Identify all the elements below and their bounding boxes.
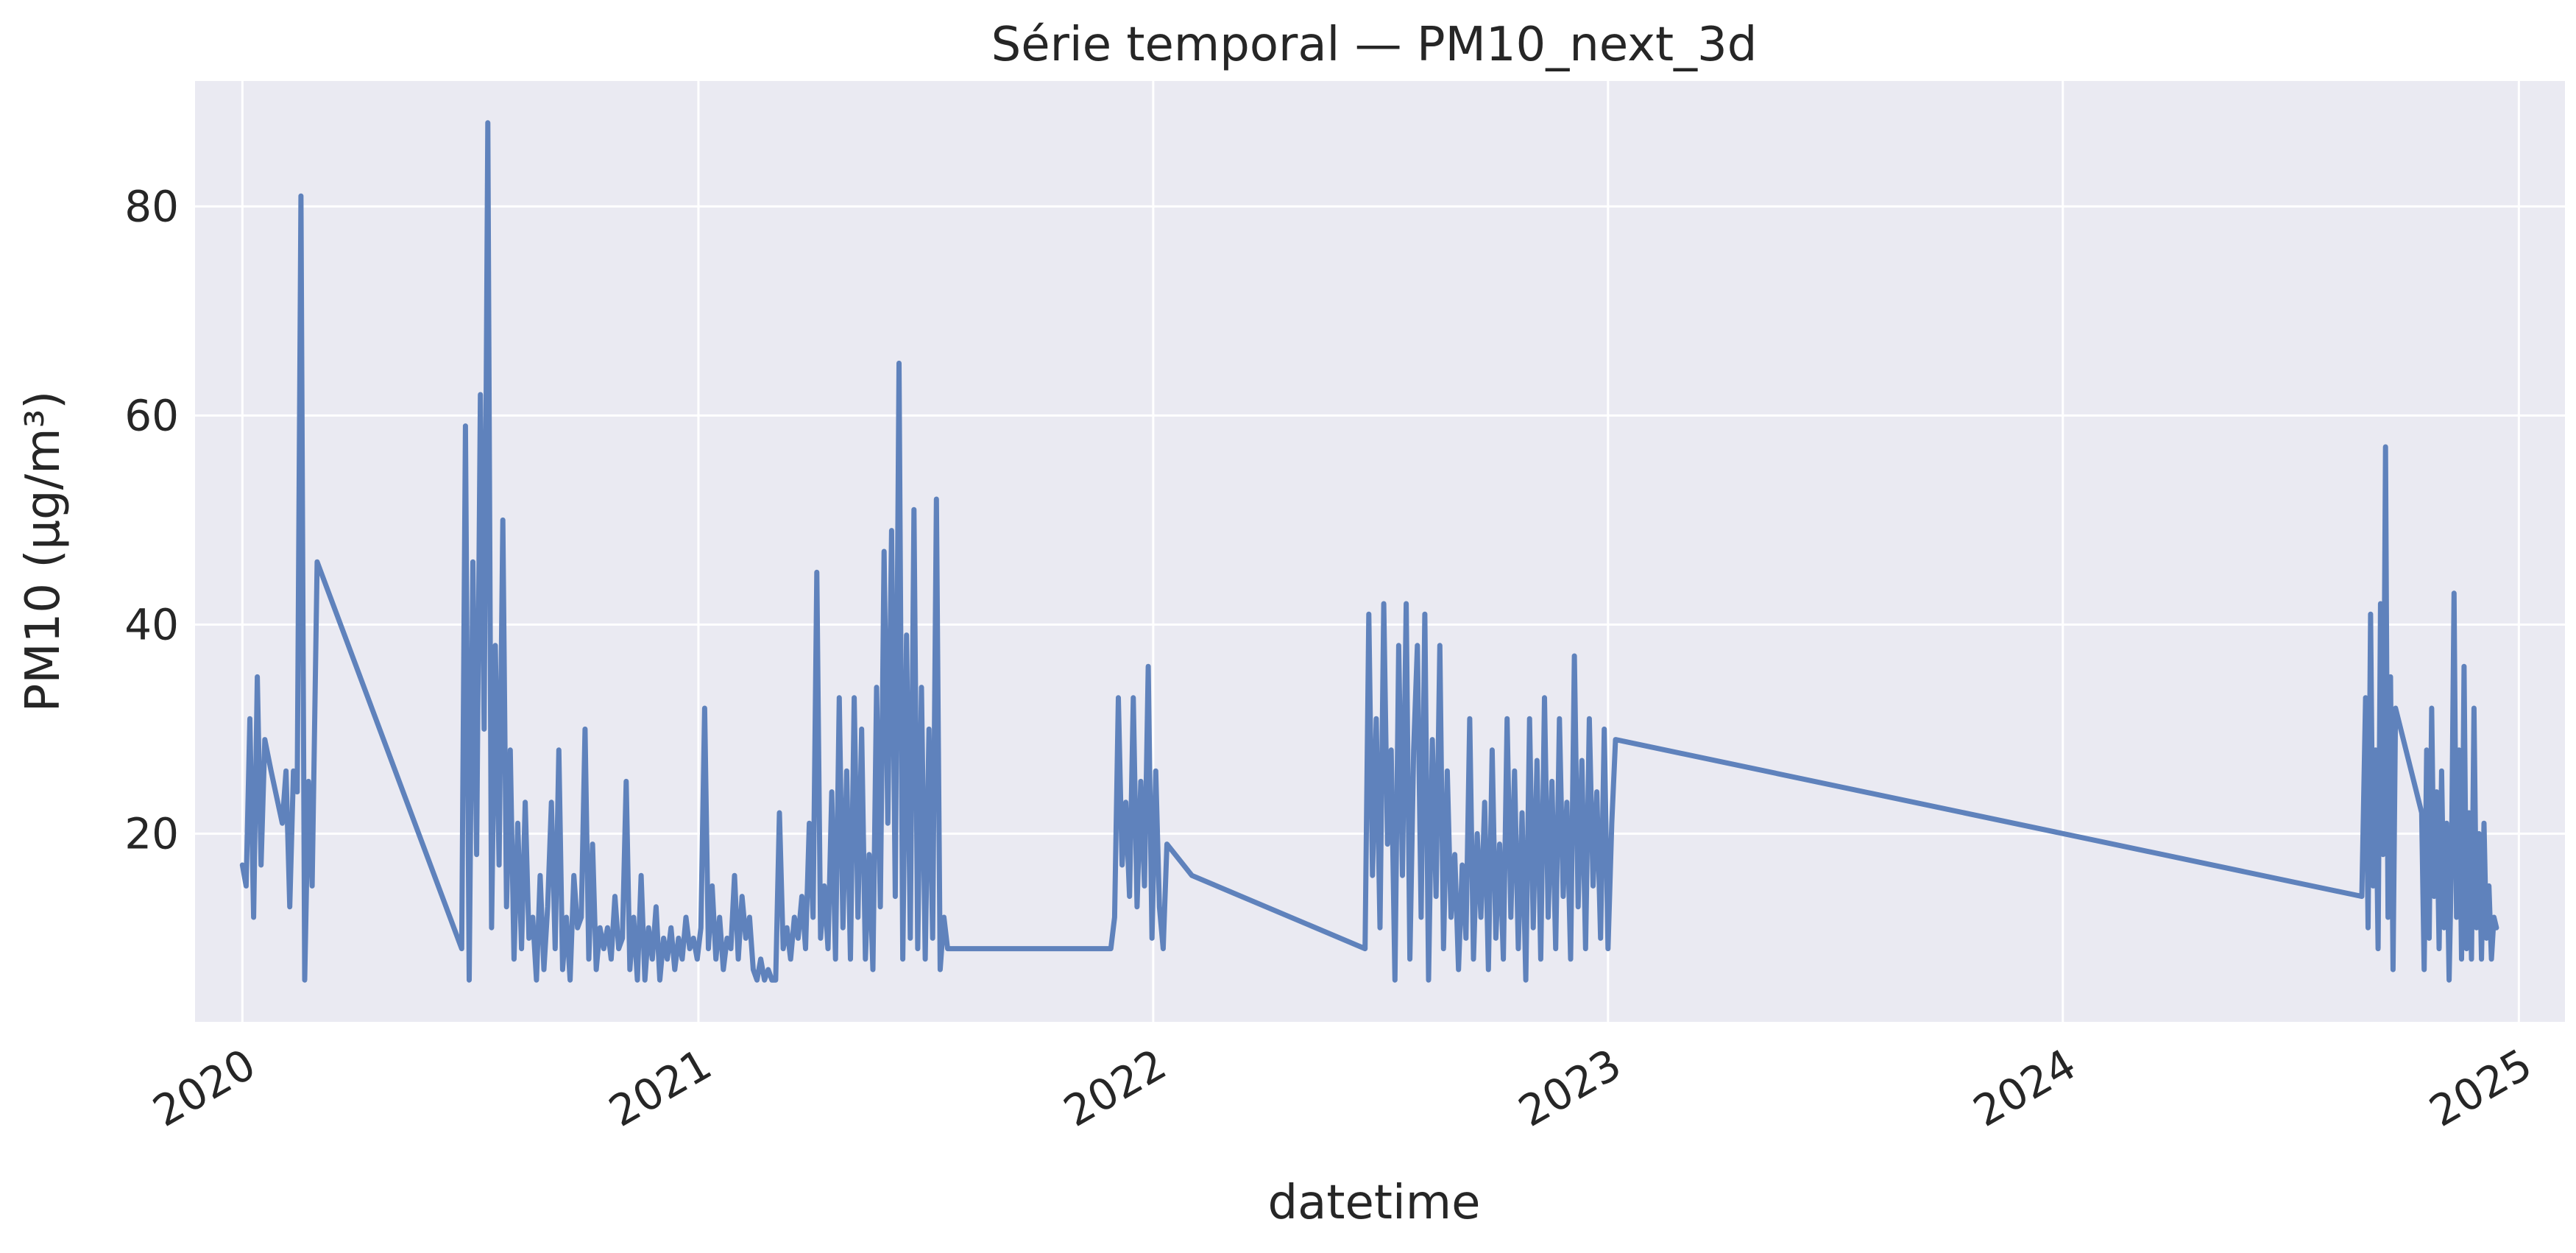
x-axis-label: datetime bbox=[1268, 1176, 1481, 1230]
series-layer bbox=[239, 120, 2499, 983]
y-tick-label: 40 bbox=[124, 599, 179, 649]
y-axis-ticks: 20 40 60 80 bbox=[124, 181, 179, 858]
y-tick-label: 20 bbox=[124, 808, 179, 858]
pm10-series-line bbox=[239, 120, 2499, 983]
y-tick-label: 60 bbox=[124, 390, 179, 440]
y-axis-label: PM10 (µg/m³) bbox=[16, 391, 71, 712]
chart-title: Série temporal — PM10_next_3d bbox=[991, 18, 1758, 72]
y-tick-label: 80 bbox=[124, 181, 179, 231]
